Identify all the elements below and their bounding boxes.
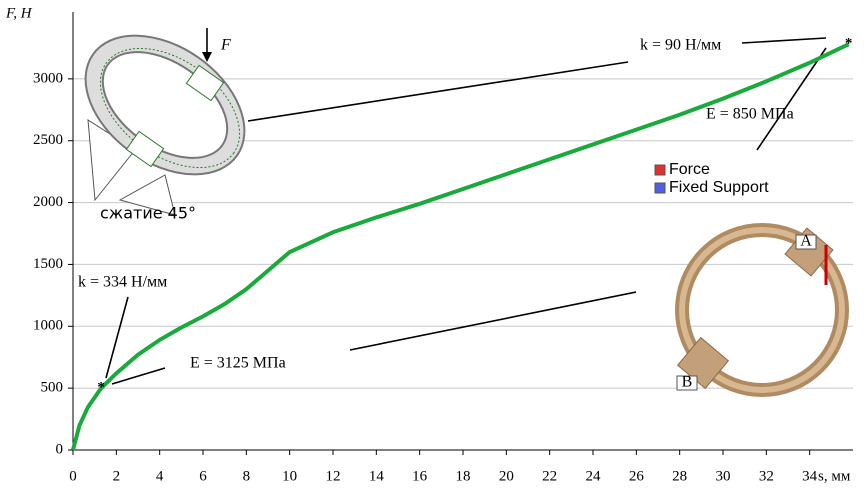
annotation: F [220, 37, 231, 54]
x-tick-label: 16 [412, 468, 428, 484]
annotation: Force [669, 161, 710, 178]
y-tick-label: 2000 [33, 194, 63, 210]
x-tick-label: 30 [716, 468, 731, 484]
y-tick-label: 3000 [33, 70, 63, 86]
y-axis-label: F, Н [5, 5, 33, 21]
annotation: E = 850 МПа [706, 106, 794, 123]
page: {"chart_data": {"type": "line", "y_label… [0, 0, 864, 493]
chart: 0500100015002000250030000246810121416182… [0, 0, 864, 493]
x-tick-label: 24 [586, 468, 602, 484]
annotation: E = 3125 МПа [190, 355, 286, 372]
compression-sketch [60, 7, 271, 215]
x-tick-label: 0 [69, 468, 77, 484]
y-tick-label: 2500 [33, 132, 63, 148]
x-tick-label: 14 [369, 468, 385, 484]
annotation: A [800, 233, 812, 250]
y-tick-label: 0 [56, 441, 64, 457]
annotation: сжатие 45° [100, 204, 196, 223]
y-tick-label: 1000 [33, 318, 63, 334]
x-tick-label: 18 [456, 468, 471, 484]
y-tick-label: 500 [41, 380, 64, 396]
x-tick-label: 32 [759, 468, 774, 484]
annotation: k = 90 Н/мм [640, 37, 721, 54]
x-tick-label: 12 [326, 468, 341, 484]
x-tick-label: 34 [802, 468, 818, 484]
star-marker: * [845, 36, 853, 52]
star-marker: * [97, 380, 105, 396]
x-tick-label: 10 [282, 468, 297, 484]
x-axis-label: s, мм [818, 468, 851, 484]
x-tick-label: 6 [199, 468, 207, 484]
x-tick-label: 22 [542, 468, 557, 484]
annotation: Fixed Support [669, 179, 769, 196]
ring-model [655, 165, 842, 390]
x-tick-label: 4 [156, 468, 164, 484]
x-tick-label: 2 [113, 468, 121, 484]
annotation: k = 334 Н/мм [78, 274, 167, 291]
annotation: B [682, 374, 693, 391]
x-tick-label: 8 [243, 468, 251, 484]
x-tick-label: 20 [499, 468, 514, 484]
y-tick-label: 1500 [33, 256, 63, 272]
x-tick-label: 26 [629, 468, 645, 484]
x-tick-label: 28 [672, 468, 687, 484]
